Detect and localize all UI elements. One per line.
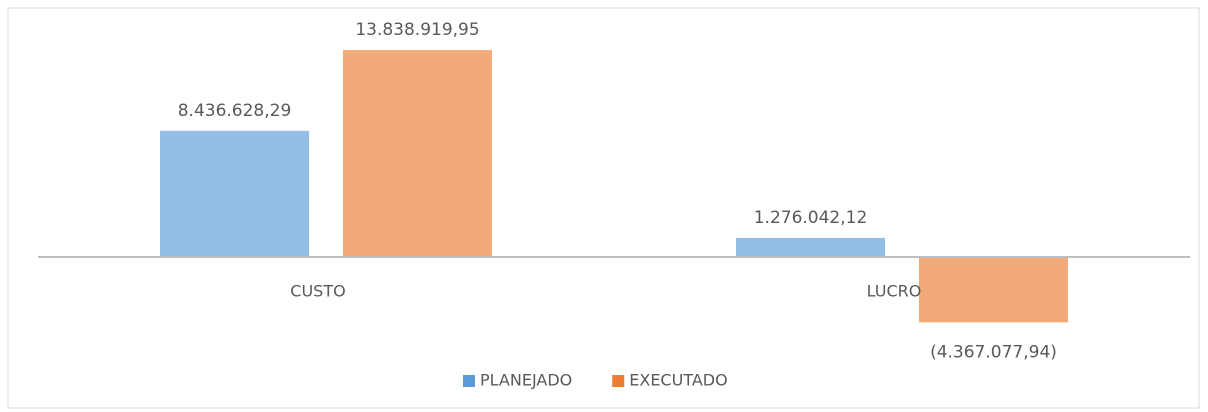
x-tick-label: LUCRO: [867, 282, 922, 301]
legend-label: PLANEJADO: [480, 371, 572, 390]
legend-swatch: [463, 375, 475, 387]
legend-swatch: [612, 375, 625, 387]
bar-texture: [343, 50, 492, 257]
data-label: 1.276.042,12: [754, 208, 868, 228]
data-label: 8.436.628,29: [178, 101, 292, 121]
x-tick-label: CUSTO: [290, 282, 345, 301]
data-label: (4.367.077,94): [930, 342, 1057, 362]
legend-label: EXECUTADO: [629, 371, 727, 390]
bar-texture: [736, 237, 885, 257]
bar-texture: [919, 257, 1068, 323]
data-label: 13.838.919,95: [355, 20, 479, 40]
bar-texture: [160, 130, 309, 257]
